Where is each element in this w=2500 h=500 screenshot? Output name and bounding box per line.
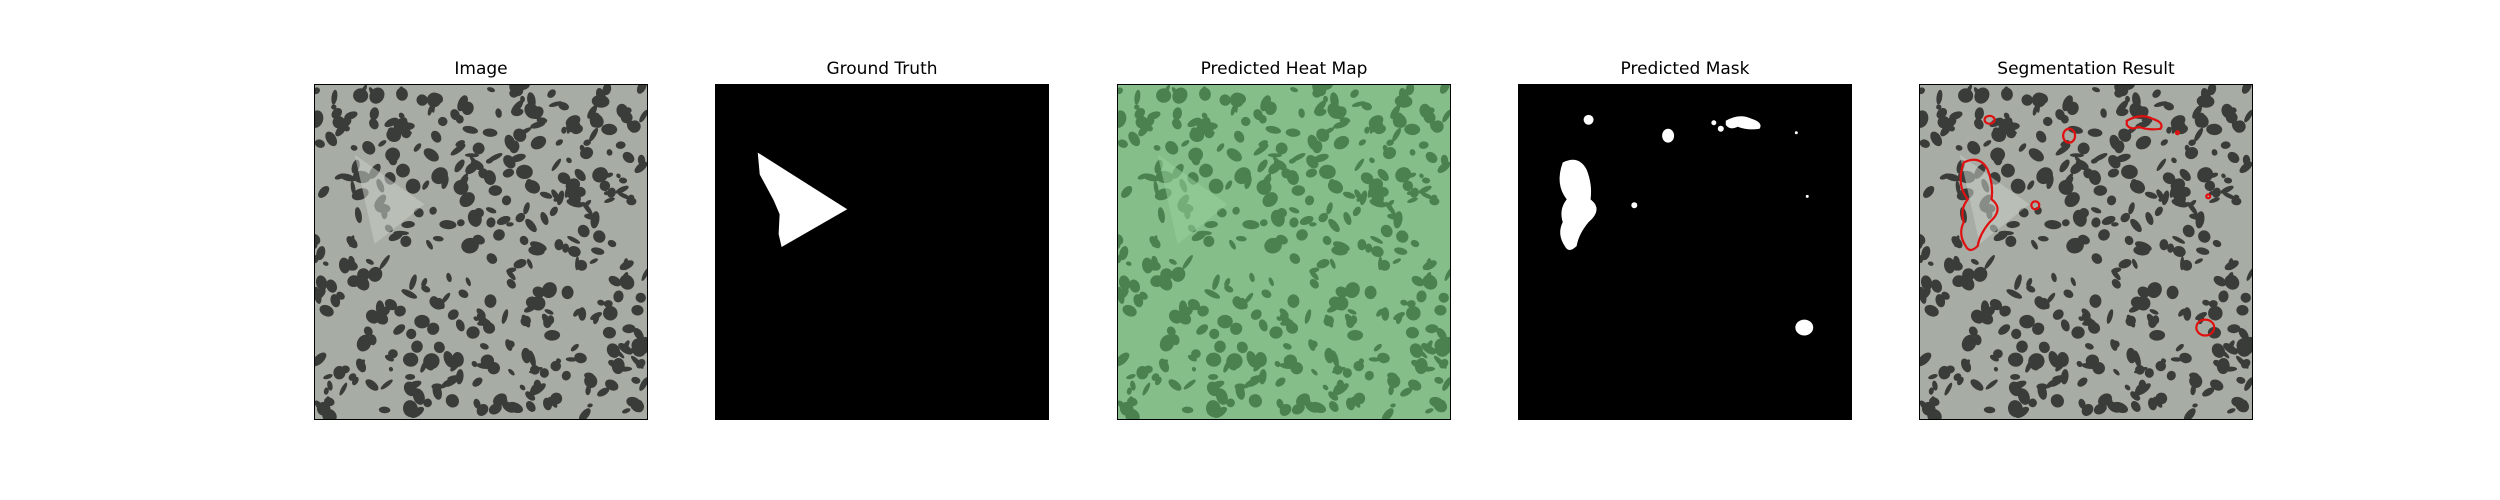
heat-map-panel-title: Predicted Heat Map bbox=[1200, 59, 1368, 79]
segmentation-contours bbox=[1959, 114, 2216, 337]
segmentation-panel-title: Segmentation Result bbox=[1997, 59, 2175, 79]
heat-overlay bbox=[1118, 85, 1450, 419]
image-panel-title: Image bbox=[454, 59, 508, 79]
predicted-mask bbox=[1519, 85, 1851, 419]
translucent-defect bbox=[354, 154, 425, 245]
texture-image bbox=[315, 85, 647, 419]
ground-truth-panel bbox=[715, 84, 1049, 420]
heat-map-panel bbox=[1117, 84, 1451, 420]
ground-truth-panel-title: Ground Truth bbox=[826, 59, 938, 79]
segmentation-panel bbox=[1919, 84, 2253, 420]
segmentation-image bbox=[1920, 85, 2252, 419]
predicted-mask-regions bbox=[1559, 114, 1814, 336]
ground-truth-region bbox=[757, 152, 848, 248]
ground-truth-mask bbox=[716, 85, 1048, 419]
predicted-mask-panel bbox=[1518, 84, 1852, 420]
image-panel bbox=[314, 84, 648, 420]
heat-map-image bbox=[1118, 85, 1450, 419]
predicted-mask-panel-title: Predicted Mask bbox=[1620, 59, 1750, 79]
